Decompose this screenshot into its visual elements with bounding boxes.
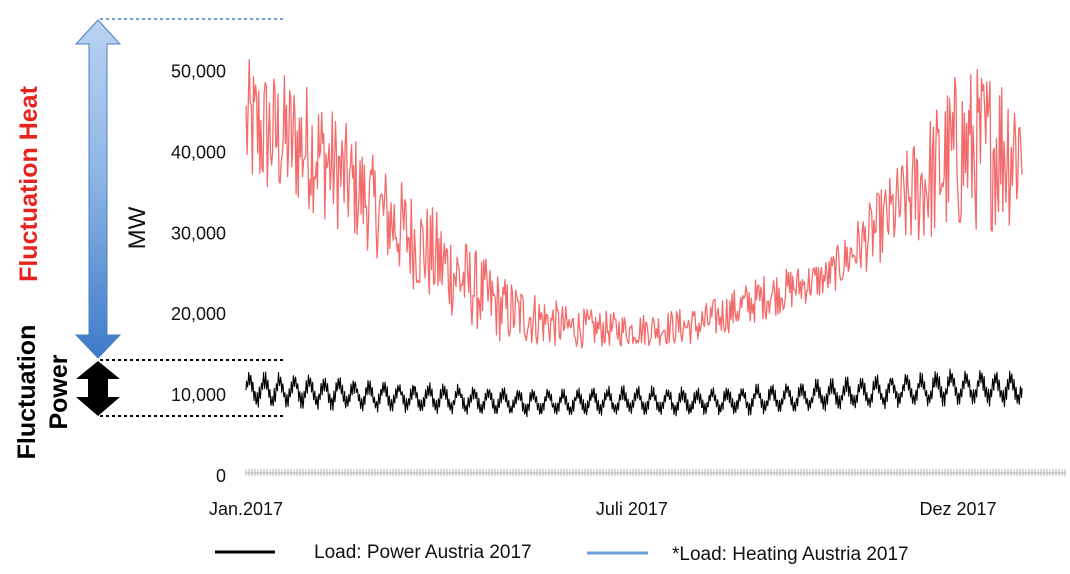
- fluctuation-heat-label: Fluctuation Heat: [15, 85, 43, 282]
- y-tick-label: 0: [216, 466, 226, 486]
- fluctuation-heat-arrow: [74, 19, 122, 359]
- y-tick-label: 30,000: [171, 223, 226, 243]
- y-tick-label: 10,000: [171, 385, 226, 405]
- x-axis-baseline: [245, 469, 1066, 476]
- series-power: [245, 368, 1023, 418]
- x-tick-label: Jan.2017: [209, 499, 283, 519]
- x-tick-label: Juli 2017: [596, 499, 668, 519]
- fluctuation-power-arrow: [76, 361, 120, 416]
- legend-label-power: Load: Power Austria 2017: [314, 542, 532, 563]
- x-tick-label: Dez 2017: [920, 499, 997, 519]
- y-tick-label: 50,000: [171, 62, 226, 82]
- series-power-line: [245, 368, 1023, 418]
- series-heating: [245, 59, 1023, 349]
- y-tick-label: 40,000: [171, 142, 226, 162]
- x-axis: Jan.2017 Juli 2017 Dez 2017: [209, 469, 1066, 519]
- series-heating-line: [245, 59, 1023, 349]
- legend: Load: Power Austria 2017 *Load: Heating …: [215, 542, 909, 565]
- legend-label-heating: *Load: Heating Austria 2017: [672, 544, 909, 565]
- y-tick-label: 20,000: [171, 304, 226, 324]
- fluctuation-power-label-line2: Power: [45, 354, 73, 429]
- fluctuation-power-label-line1: Fluctuation: [13, 325, 41, 460]
- y-axis-title: MW: [124, 206, 151, 249]
- y-axis: 0 10,000 20,000 30,000 40,000 50,000: [171, 62, 226, 486]
